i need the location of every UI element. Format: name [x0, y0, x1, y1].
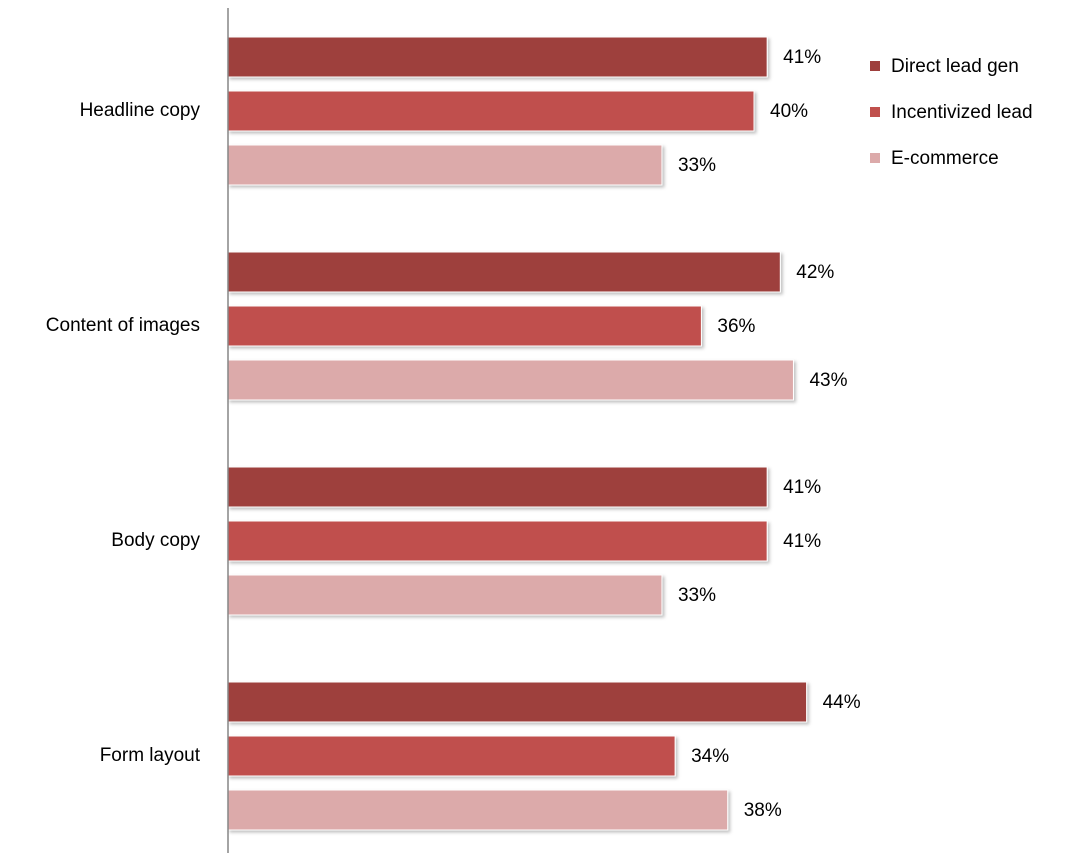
data-label: 34% — [691, 746, 729, 767]
bar — [227, 520, 768, 562]
legend-label: E-commerce — [891, 148, 999, 169]
bar — [227, 735, 676, 777]
legend-label: Direct lead gen — [891, 56, 1019, 77]
bar — [227, 681, 808, 723]
data-label: 33% — [678, 155, 716, 176]
bar — [227, 359, 794, 401]
category-label: Content of images — [46, 315, 200, 336]
bar — [227, 251, 781, 293]
legend: Direct lead gen Incentivized lead E-commer… — [870, 56, 1033, 169]
legend-label: Incentivized lead — [891, 102, 1033, 123]
bar — [227, 574, 663, 616]
bars-layer — [227, 36, 808, 831]
bar — [227, 144, 663, 186]
bar — [227, 466, 768, 508]
data-label: 41% — [783, 477, 821, 498]
bar — [227, 90, 755, 132]
data-label: 36% — [717, 316, 755, 337]
category-label: Form layout — [100, 745, 201, 766]
category-label: Body copy — [111, 530, 200, 551]
bar — [227, 305, 702, 347]
legend-swatch — [870, 61, 880, 71]
bar — [227, 789, 729, 831]
bar — [227, 36, 768, 78]
data-label: 44% — [823, 692, 861, 713]
data-label: 33% — [678, 585, 716, 606]
legend-swatch — [870, 107, 880, 117]
legend-swatch — [870, 153, 880, 163]
data-label: 41% — [783, 47, 821, 68]
data-label: 43% — [809, 370, 847, 391]
data-label: 42% — [796, 262, 834, 283]
category-label: Headline copy — [80, 100, 201, 121]
labels-layer: Headline copy 41% 40% 33% Content of images 4… — [46, 47, 861, 821]
data-label: 40% — [770, 101, 808, 122]
data-label: 38% — [744, 800, 782, 821]
data-label: 41% — [783, 531, 821, 552]
